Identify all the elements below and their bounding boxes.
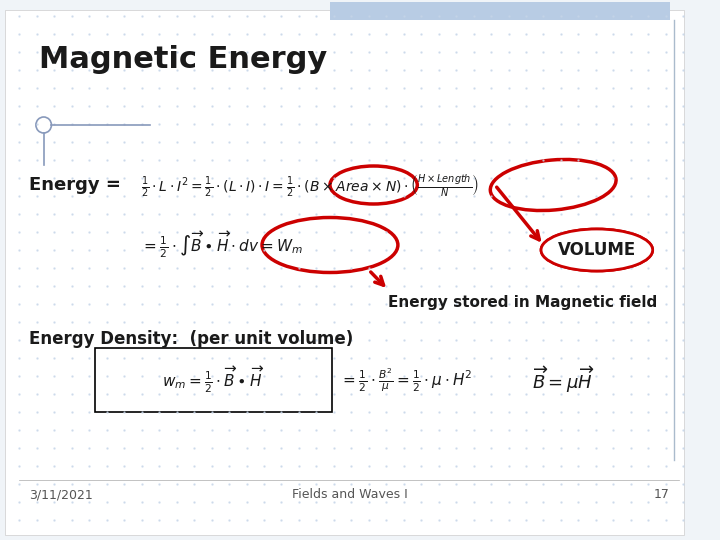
Text: $\overrightarrow{B} = \mu \overrightarrow{H}$: $\overrightarrow{B} = \mu \overrightarro… [531, 364, 594, 395]
Text: Magnetic Energy: Magnetic Energy [39, 45, 327, 74]
Text: 17: 17 [654, 489, 670, 502]
Text: $= \frac{1}{2} \cdot \int \overrightarrow{B} \bullet \overrightarrow{H} \cdot dv: $= \frac{1}{2} \cdot \int \overrightarro… [140, 230, 302, 260]
Text: $= \frac{1}{2} \cdot \frac{B^2}{\mu} = \frac{1}{2} \cdot \mu \cdot H^2$: $= \frac{1}{2} \cdot \frac{B^2}{\mu} = \… [340, 366, 472, 394]
FancyBboxPatch shape [330, 2, 670, 20]
Text: $w_m = \frac{1}{2} \cdot \overrightarrow{B} \bullet \overrightarrow{H}$: $w_m = \frac{1}{2} \cdot \overrightarrow… [162, 364, 265, 395]
Ellipse shape [541, 229, 652, 271]
FancyBboxPatch shape [95, 348, 332, 412]
Text: VOLUME: VOLUME [558, 241, 636, 259]
Text: Energy =: Energy = [29, 176, 127, 194]
Text: Energy stored in Magnetic field: Energy stored in Magnetic field [388, 295, 657, 310]
Text: Fields and Waves I: Fields and Waves I [292, 489, 408, 502]
FancyBboxPatch shape [5, 10, 684, 535]
Text: $\frac{1}{2} \cdot L \cdot I^2 = \frac{1}{2} \cdot (L \cdot I) \cdot I = \frac{1: $\frac{1}{2} \cdot L \cdot I^2 = \frac{1… [140, 172, 479, 198]
Text: Energy Density:  (per unit volume): Energy Density: (per unit volume) [29, 330, 354, 348]
Text: 3/11/2021: 3/11/2021 [29, 489, 93, 502]
